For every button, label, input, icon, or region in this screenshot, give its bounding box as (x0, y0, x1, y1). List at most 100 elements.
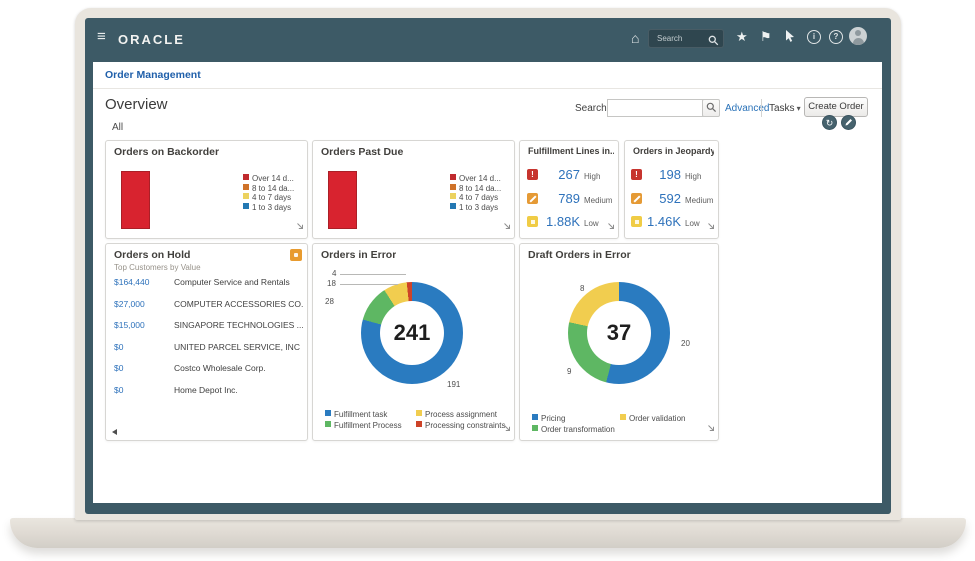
count-value[interactable]: 1.46K (647, 214, 681, 229)
card-orders-on-backorder: Orders on Backorder Over 14 d... 8 to 14… (105, 140, 308, 239)
legend-item: Over 14 d... (243, 174, 294, 184)
chevron-down-icon: ▾ (796, 104, 801, 113)
resize-handle-icon[interactable] (607, 217, 615, 235)
laptop-base (10, 518, 966, 548)
count-value[interactable]: 789 (558, 191, 580, 206)
orders-in-error-donut[interactable]: 241 (361, 282, 463, 384)
help-icon[interactable]: ? (829, 30, 843, 44)
card-title: Fulfillment Lines in... (528, 146, 614, 156)
resize-handle-icon[interactable] (503, 217, 511, 235)
count-value[interactable]: 592 (659, 191, 681, 206)
customer-name: Costco Wholesale Corp. (174, 363, 266, 373)
list-item: $0 Costco Wholesale Corp. (114, 363, 303, 385)
search-icon (706, 102, 716, 112)
legend-swatch (450, 174, 456, 180)
tasks-label: Tasks (769, 103, 795, 114)
legend-item: 1 to 3 days (450, 202, 501, 213)
card-orders-past-due: Orders Past Due Over 14 d... 8 to 14 da.… (312, 140, 515, 239)
customer-name: Computer Service and Rentals (174, 277, 290, 287)
tasks-dropdown[interactable]: Tasks ▾ (769, 103, 801, 114)
hold-value-link[interactable]: $0 (114, 341, 124, 352)
backorder-bar[interactable] (121, 171, 150, 229)
severity-label: Medium (685, 196, 714, 205)
severity-row: 1.88K Low (520, 214, 618, 230)
global-search-input[interactable] (655, 31, 707, 46)
past-due-bar[interactable] (328, 171, 357, 229)
card-subtitle: Top Customers by Value (114, 263, 201, 272)
advanced-search-link[interactable]: Advanced (725, 103, 770, 114)
user-avatar[interactable] (849, 27, 867, 45)
app-title-bar: Order Management (93, 62, 882, 89)
legend-swatch (416, 421, 422, 427)
hold-value-link[interactable]: $164,440 (114, 277, 150, 287)
laptop-display: ≡ ORACLE ⌂ ★ ⚑ i ? (85, 18, 891, 514)
legend-item: Over 14 d... (450, 174, 501, 184)
slice-label: 28 (325, 297, 334, 306)
laptop-screen: ≡ ORACLE ⌂ ★ ⚑ i ? (75, 8, 901, 520)
warning-icon (527, 193, 538, 204)
card-title: Orders in Error (321, 249, 397, 261)
watchlist-flag-icon[interactable]: ⚑ (760, 29, 772, 44)
legend-swatch (620, 414, 626, 420)
resize-handle-icon[interactable] (707, 217, 715, 235)
search-input[interactable] (607, 99, 707, 117)
callout-leader-line (340, 274, 406, 275)
card-orders-in-error: Orders in Error 241 4 18 28 191 Fulfillm… (312, 243, 515, 441)
search-label: Search (575, 103, 607, 114)
customer-name: Home Depot Inc. (174, 384, 238, 395)
low-severity-icon (527, 216, 538, 227)
hamburger-menu-icon[interactable]: ≡ (97, 28, 106, 45)
card-orders-on-hold: Orders on Hold Top Customers by Value $1… (105, 243, 308, 441)
legend-swatch (243, 193, 249, 199)
legend-item: Fulfillment Process (325, 421, 402, 430)
favorites-star-icon[interactable]: ★ (736, 29, 748, 44)
scroll-left-icon[interactable] (112, 429, 117, 435)
legend-swatch (325, 410, 331, 416)
count-value[interactable]: 198 (659, 167, 681, 182)
legend-swatch (243, 174, 249, 180)
hold-value-link[interactable]: $15,000 (114, 320, 145, 330)
slice-label: 4 (332, 269, 337, 278)
draft-orders-in-error-donut[interactable]: 37 (568, 282, 670, 384)
count-value[interactable]: 1.88K (546, 214, 580, 229)
customer-name: COMPUTER ACCESSORIES CO... (174, 298, 303, 309)
refresh-button[interactable]: ↻ (822, 115, 837, 130)
hold-value-link[interactable]: $0 (114, 384, 124, 395)
legend-swatch (450, 202, 456, 209)
severity-row: ! 198 High (625, 167, 718, 183)
home-icon[interactable]: ⌂ (631, 30, 640, 46)
app-header-bar: ≡ ORACLE ⌂ ★ ⚑ i ? (85, 18, 891, 62)
create-order-button[interactable]: Create Order (804, 97, 868, 117)
edit-layout-button[interactable] (841, 115, 856, 130)
search-button[interactable] (702, 99, 720, 117)
hold-value-link[interactable]: $27,000 (114, 298, 145, 309)
resize-handle-icon[interactable] (503, 419, 511, 437)
info-icon[interactable]: i (807, 30, 821, 44)
order-management-link[interactable]: Order Management (105, 69, 201, 81)
count-value[interactable]: 267 (558, 167, 580, 182)
card-title: Orders Past Due (321, 146, 404, 158)
legend-item: Pricing (532, 414, 565, 423)
donut-center-total: 37 (587, 301, 651, 365)
slice-label: 18 (327, 279, 336, 288)
legend-item: 8 to 14 da... (450, 183, 501, 194)
card-fulfillment-lines: Fulfillment Lines in... ! 267 High 789 M… (519, 140, 619, 239)
search-icon[interactable] (708, 33, 719, 51)
chart-legend: Over 14 d... 8 to 14 da... 4 to 7 days 1… (450, 174, 501, 212)
callout-leader-line (340, 284, 398, 285)
global-search-box[interactable] (648, 29, 724, 48)
tab-all[interactable]: All (112, 122, 124, 133)
legend-item: Order validation (620, 414, 685, 423)
pointer-cursor-icon[interactable] (785, 30, 795, 47)
hold-badge-icon[interactable] (290, 249, 302, 261)
hold-value-link[interactable]: $0 (114, 363, 124, 373)
card-title: Orders on Backorder (114, 146, 220, 158)
resize-handle-icon[interactable] (707, 419, 715, 437)
chart-legend: Over 14 d... 8 to 14 da... 4 to 7 days 1… (243, 174, 294, 212)
toolbar-divider (761, 99, 762, 117)
customer-name: SINGAPORE TECHNOLOGIES ... (174, 320, 303, 330)
customer-list: $164,440 Computer Service and Rentals $27… (114, 277, 303, 406)
legend-swatch (532, 414, 538, 420)
resize-handle-icon[interactable] (296, 217, 304, 235)
